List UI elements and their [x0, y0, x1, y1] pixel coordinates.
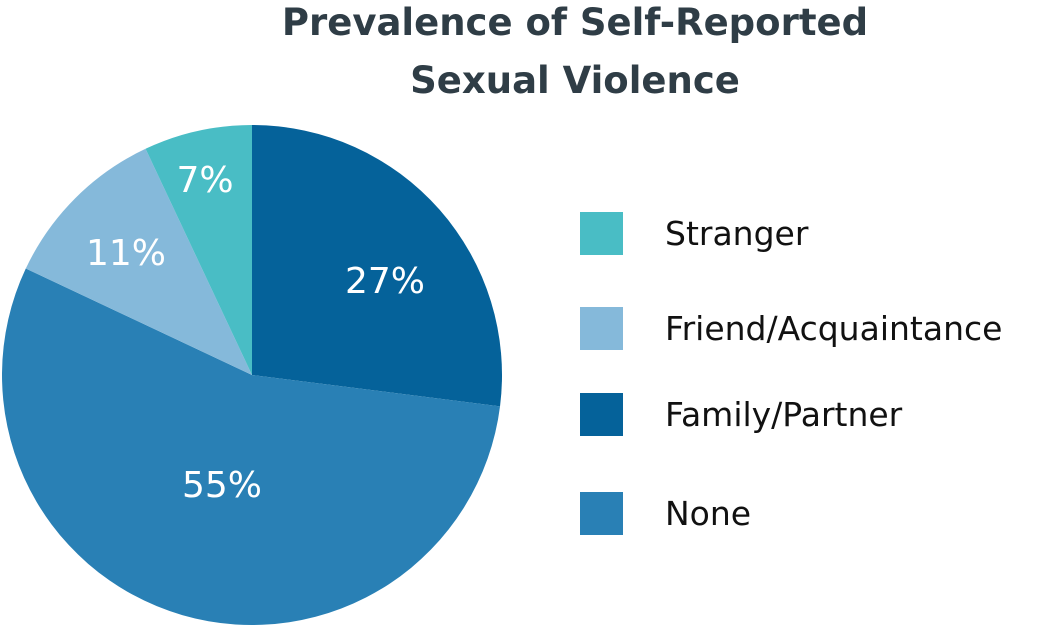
slice-label-friend: 11% [86, 233, 166, 274]
legend-label-friend: Friend/Acquaintance [665, 309, 1003, 348]
legend-swatch-family [580, 393, 623, 436]
pie-chart: 27% 55% 11% 7% [2, 125, 502, 625]
legend-label-family: Family/Partner [665, 395, 903, 434]
legend-swatch-none [580, 492, 623, 535]
legend-label-stranger: Stranger [665, 214, 809, 253]
slice-label-stranger: 7% [176, 160, 233, 201]
slice-label-none: 55% [182, 465, 262, 506]
legend-label-none: None [665, 494, 752, 533]
pie-slice-stranger [145, 125, 252, 375]
legend-swatch-friend [580, 307, 623, 350]
slice-label-family: 27% [345, 261, 425, 302]
legend-swatch-stranger [580, 212, 623, 255]
chart-title-line1: Prevalence of Self-Reported [281, 1, 869, 44]
pie-slice-friend-acquaintance [25, 148, 252, 375]
pie-slice-family-partner [252, 125, 502, 407]
pie-slice-none [2, 268, 501, 625]
chart-title-line2: Sexual Violence [410, 59, 740, 102]
